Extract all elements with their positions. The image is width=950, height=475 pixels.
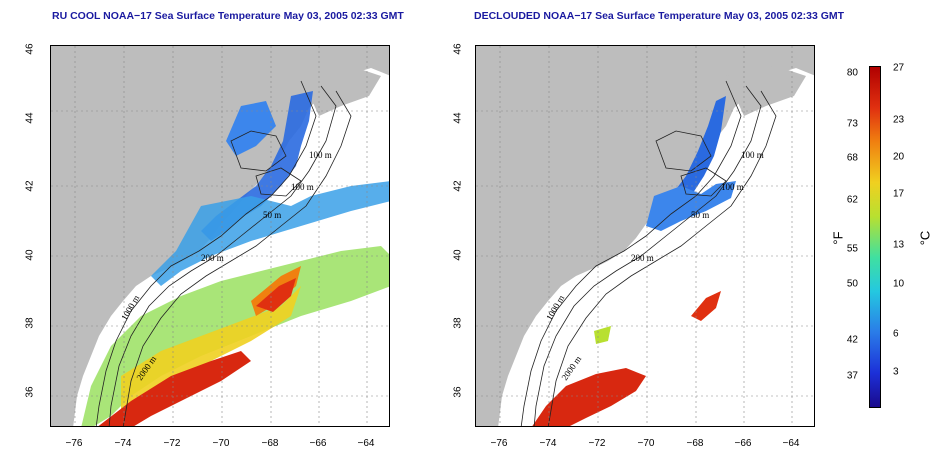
sst-cool-region <box>151 181 389 286</box>
colorbar-tick-c: 6 <box>893 328 899 340</box>
x-tick-label: −74 <box>539 438 557 449</box>
colorbar-tick-f: 80 <box>846 67 858 79</box>
colorbar-tick-c: 13 <box>893 239 905 251</box>
land-mass <box>476 46 814 426</box>
y-tick-label: 46 <box>452 43 464 55</box>
y-tick-label: 42 <box>452 180 464 192</box>
colorbar-tick-f: 62 <box>846 194 858 206</box>
y-tick-label: 40 <box>24 249 36 261</box>
colorbar-tick-f: 68 <box>846 152 858 164</box>
colorbar-tick-c: 10 <box>893 278 905 290</box>
colorbar-tick-c: 27 <box>893 62 905 74</box>
contour-label: 100 m <box>741 150 764 160</box>
x-tick-label: −74 <box>114 438 132 449</box>
x-tick-label: −76 <box>65 438 83 449</box>
x-tick-label: −66 <box>734 438 752 449</box>
y-tick-label: 44 <box>24 112 36 124</box>
land-maritimes <box>301 66 381 116</box>
sst-cold-region <box>654 96 726 224</box>
colorbar-tick-f: 73 <box>846 118 858 130</box>
sst-warm-eddy <box>691 291 721 321</box>
contour-label: 200 m <box>631 253 654 263</box>
land-mass <box>51 46 389 426</box>
right-sst-map: 100 m 100 m 50 m 200 m 1000 m 2000 m <box>475 45 815 427</box>
left-sst-map: 100 m 100 m 50 m 200 m 1000 m 2000 m <box>50 45 390 427</box>
x-tick-label: −68 <box>686 438 704 449</box>
contour-label: 50 m <box>691 210 709 220</box>
x-tick-label: −66 <box>309 438 327 449</box>
y-tick-label: 38 <box>24 317 36 329</box>
y-tick-label: 42 <box>24 180 36 192</box>
y-tick-label: 36 <box>452 386 464 398</box>
y-tick-label: 38 <box>452 317 464 329</box>
colorbar-tick-c: 20 <box>893 151 905 163</box>
colorbar-unit-fahrenheit: °F <box>830 231 846 245</box>
sst-mild-patch <box>594 326 611 344</box>
contour-label: 200 m <box>201 253 224 263</box>
colorbar-tick-c: 17 <box>893 188 905 200</box>
x-tick-label: −72 <box>163 438 181 449</box>
contour-label: 100 m <box>309 150 332 160</box>
colorbar-tick-f: 37 <box>846 370 858 382</box>
x-tick-label: −64 <box>782 438 800 449</box>
contour-label: 100 m <box>291 182 314 192</box>
contour-label: 50 m <box>263 210 281 220</box>
colorbar-tick-c: 3 <box>893 366 899 378</box>
x-tick-label: −70 <box>637 438 655 449</box>
land-maritimes <box>726 66 806 116</box>
left-panel-title: RU COOL NOAA−17 Sea Surface Temperature … <box>52 10 404 22</box>
x-tick-label: −76 <box>490 438 508 449</box>
right-map-graphic: 100 m 100 m 50 m 200 m 1000 m 2000 m <box>476 46 814 426</box>
sst-cold-region-2 <box>226 101 276 156</box>
y-tick-label: 46 <box>24 43 36 55</box>
colorbar-tick-f: 50 <box>846 278 858 290</box>
x-tick-label: −70 <box>212 438 230 449</box>
y-tick-label: 40 <box>452 249 464 261</box>
colorbar-unit-celsius: °C <box>917 230 933 246</box>
colorbar-tick-f: 42 <box>846 334 858 346</box>
colorbar-tick-c: 23 <box>893 114 905 126</box>
y-tick-label: 44 <box>452 112 464 124</box>
colorbar-tick-f: 55 <box>846 243 858 255</box>
x-tick-label: −64 <box>357 438 375 449</box>
x-tick-label: −72 <box>588 438 606 449</box>
left-map-graphic: 100 m 100 m 50 m 200 m 1000 m 2000 m <box>51 46 389 426</box>
temperature-colorbar <box>869 66 881 408</box>
x-tick-label: −68 <box>261 438 279 449</box>
sst-hot-region <box>98 351 251 426</box>
sst-hot-region <box>532 368 646 426</box>
y-tick-label: 36 <box>24 386 36 398</box>
right-panel-title: DECLOUDED NOAA−17 Sea Surface Temperatur… <box>474 10 845 22</box>
sst-hot-eddy <box>256 278 296 312</box>
contour-label: 100 m <box>721 182 744 192</box>
contour-label: 2000 m <box>559 354 583 382</box>
